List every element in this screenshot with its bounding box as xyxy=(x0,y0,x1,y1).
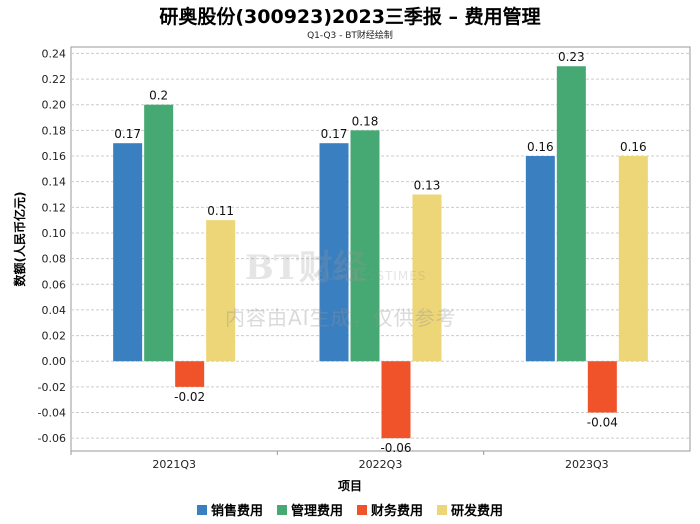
y-tick-label: 0.08 xyxy=(42,253,67,266)
data-label: 0.18 xyxy=(352,114,379,128)
data-label: -0.06 xyxy=(380,441,411,455)
data-label: 0.2 xyxy=(149,89,168,103)
data-label: -0.02 xyxy=(174,390,205,404)
data-label: -0.04 xyxy=(587,416,618,430)
data-label: 0.17 xyxy=(114,127,141,141)
y-tick-label: 0.12 xyxy=(42,201,67,214)
x-tick-label: 2022Q3 xyxy=(359,458,403,470)
y-tick-label: 0.22 xyxy=(42,73,67,86)
legend: 销售费用 管理费用 财务费用 研发费用 xyxy=(0,500,700,519)
legend-swatch xyxy=(437,504,448,515)
data-label: 0.13 xyxy=(414,178,441,192)
legend-item: 管理费用 xyxy=(276,500,343,519)
legend-swatch xyxy=(196,504,207,515)
legend-swatch xyxy=(357,504,367,515)
bar xyxy=(381,361,411,439)
bar xyxy=(206,220,236,362)
legend-item: 财务费用 xyxy=(357,500,423,519)
bar xyxy=(350,130,380,362)
y-tick-label: 0.06 xyxy=(42,278,67,291)
y-tick-label: -0.06 xyxy=(38,432,66,445)
y-tick-label: 0.14 xyxy=(42,176,67,189)
data-label: 0.23 xyxy=(558,50,585,64)
y-tick-label: 0.02 xyxy=(42,330,67,343)
legend-label: 管理费用 xyxy=(290,504,343,519)
plot-area xyxy=(70,46,691,452)
x-tick-label: 2023Q3 xyxy=(565,458,609,470)
y-tick-label: 0.04 xyxy=(42,304,67,317)
bar xyxy=(618,156,648,362)
bar xyxy=(319,143,349,362)
legend-label: 财务费用 xyxy=(371,504,424,519)
chart-title: 研奥股份(300923)2023三季报 – 费用管理 xyxy=(159,6,541,28)
y-tick-label: 0.20 xyxy=(42,99,67,112)
x-tick-label: 2021Q3 xyxy=(152,458,196,470)
data-label: 0.11 xyxy=(207,204,234,218)
data-label: 0.16 xyxy=(527,140,554,154)
x-axis-label: 项目 xyxy=(337,479,362,493)
data-label: 0.16 xyxy=(620,140,647,154)
bar xyxy=(113,143,143,362)
data-label: 0.17 xyxy=(321,127,348,141)
bar xyxy=(144,104,174,362)
bar-chart: -0.06 -0.04 -0.02 0.00 0.02 0.04 0.06 0.08 0.10 0… xyxy=(38,46,691,470)
y-tick-label: -0.02 xyxy=(38,381,66,394)
bar xyxy=(525,156,555,362)
bar xyxy=(556,66,586,362)
y-tick-label: 0.24 xyxy=(42,47,67,60)
bar xyxy=(412,194,442,362)
legend-swatch xyxy=(276,504,287,515)
y-tick-label: 0.18 xyxy=(42,124,67,137)
y-tick-label: 0.00 xyxy=(42,355,67,368)
y-tick-label: -0.04 xyxy=(38,407,66,420)
bar xyxy=(175,361,205,387)
legend-label: 研发费用 xyxy=(451,504,504,519)
legend-item: 研发费用 xyxy=(437,500,503,519)
chart-subtitle: Q1-Q3 - BT财经绘制 xyxy=(307,31,393,41)
y-tick-label: 0.10 xyxy=(42,227,67,240)
legend-label: 销售费用 xyxy=(210,504,263,519)
y-tick-label: 0.16 xyxy=(42,150,67,163)
legend-item: 销售费用 xyxy=(196,500,263,519)
bar xyxy=(587,361,617,413)
